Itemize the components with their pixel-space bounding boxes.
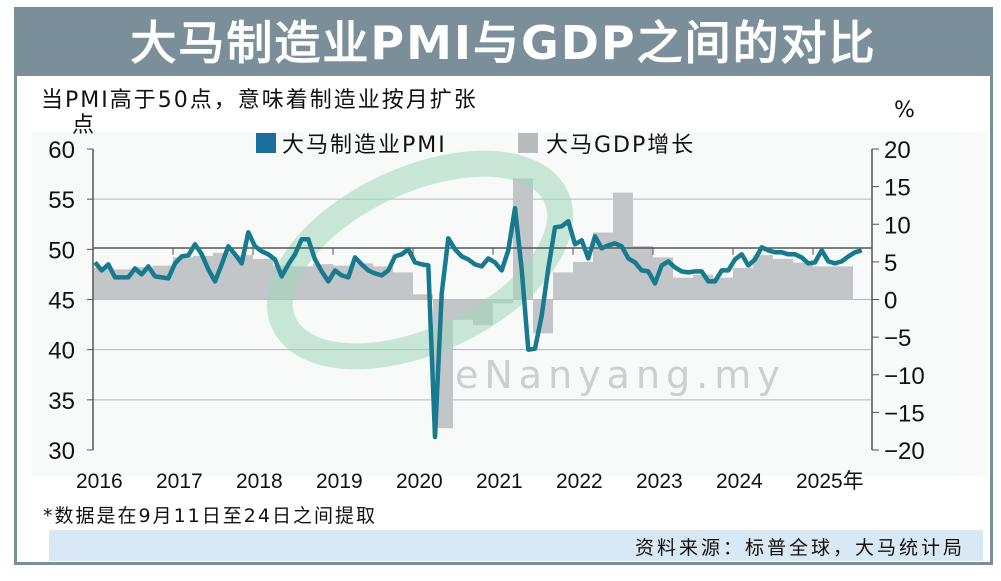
left-tick-label: 40	[48, 338, 75, 365]
legend-label-pmi: 大马制造业PMI	[282, 133, 447, 158]
gdp-bar	[413, 294, 433, 300]
gdp-bar	[753, 255, 773, 300]
gdp-bar	[593, 232, 613, 300]
gdp-bar	[253, 258, 273, 300]
left-tick-label: 35	[48, 388, 75, 415]
x-tick-label: 2023	[636, 470, 683, 493]
right-tick-label: −10	[884, 363, 925, 390]
left-tick-label: 30	[48, 438, 75, 465]
gdp-bar	[553, 272, 573, 300]
source-text: 资料来源：标普全球，大马统计局	[634, 537, 965, 559]
right-tick-label: 5	[884, 250, 897, 277]
right-axis-unit: %	[894, 98, 915, 123]
gdp-bar	[573, 261, 593, 300]
gdp-bar	[653, 257, 673, 300]
gdp-bar	[713, 277, 733, 300]
left-tick-label: 45	[48, 288, 75, 315]
left-axis-unit: 点	[72, 113, 94, 138]
right-tick-label: −5	[884, 325, 911, 352]
x-tick-label: 2017	[156, 470, 203, 493]
legend-swatch-gdp	[518, 133, 538, 153]
footnote: *数据是在9月11日至24日之间提取	[43, 505, 377, 527]
legend: 大马制造业PMI 大马GDP增长	[256, 133, 695, 158]
x-tick-label: 2018	[236, 470, 283, 493]
x-tick-label: 2025年	[796, 470, 864, 493]
chart-title: 大马制造业PMI与GDP之间的对比	[17, 10, 990, 76]
gdp-bar	[693, 274, 713, 300]
gdp-bar	[833, 266, 853, 300]
x-tick-label: 2021	[476, 470, 523, 493]
x-tick-label: 2024	[716, 470, 763, 493]
source-bar: 资料来源：标普全球，大马统计局	[49, 530, 983, 561]
watermark-url: eNanyang.my	[455, 353, 786, 397]
right-tick-label: −15	[884, 400, 925, 427]
gdp-bar	[233, 255, 253, 300]
watermark: eNanyang.my	[266, 150, 786, 397]
gdp-bar	[393, 272, 413, 300]
right-tick-label: 20	[884, 137, 911, 164]
left-tick-label: 60	[48, 137, 75, 164]
right-tick-label: 10	[884, 212, 911, 239]
right-tick-label: 15	[884, 175, 911, 202]
watermark-logo-icon	[266, 150, 574, 370]
x-tick-label: 2016	[76, 470, 123, 493]
x-tick-label: 2020	[396, 470, 443, 493]
legend-swatch-pmi	[256, 133, 276, 153]
gdp-bar	[773, 258, 793, 300]
gdp-bar	[733, 267, 753, 300]
gdp-bar	[313, 264, 333, 300]
gdp-bar	[793, 262, 813, 300]
gdp-bar	[213, 252, 233, 300]
right-tick-label: 0	[884, 288, 897, 315]
right-tick-label: −20	[884, 438, 925, 465]
gdp-bar	[173, 257, 193, 300]
pmi-line	[93, 205, 863, 440]
x-tick-label: 2019	[316, 470, 363, 493]
x-tick-label: 2022	[556, 470, 603, 493]
legend-label-gdp: 大马GDP增长	[546, 133, 695, 158]
gdp-bar	[133, 267, 153, 300]
left-tick-label: 50	[48, 237, 75, 264]
gdp-bar	[93, 267, 113, 300]
chart-subtitle: 当PMI高于50点，意味着制造业按月扩张	[41, 88, 478, 113]
left-tick-label: 55	[48, 187, 75, 214]
gdp-bar	[813, 266, 833, 300]
gdp-bar	[673, 277, 693, 300]
